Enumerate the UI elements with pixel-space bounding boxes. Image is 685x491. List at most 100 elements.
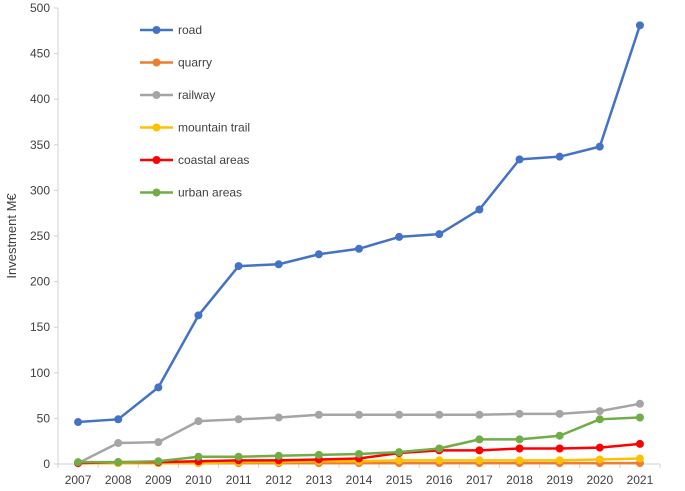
y-tick-label: 250 bbox=[30, 229, 50, 243]
x-tick-label: 2011 bbox=[226, 473, 252, 487]
data-point bbox=[435, 456, 444, 465]
y-tick-label: 500 bbox=[30, 1, 50, 15]
legend-item: mountain trail bbox=[140, 121, 250, 135]
data-point bbox=[194, 452, 203, 461]
data-point bbox=[154, 383, 163, 392]
data-point bbox=[595, 443, 604, 452]
data-point bbox=[395, 448, 404, 457]
data-point bbox=[395, 456, 404, 465]
y-tick-label: 200 bbox=[30, 275, 50, 289]
y-axis-label: Investment M€ bbox=[4, 193, 19, 279]
x-tick-label: 2017 bbox=[466, 473, 493, 487]
data-point bbox=[555, 431, 564, 440]
legend: road quarry railway mountain trail coastal a… bbox=[140, 23, 250, 200]
legend-marker bbox=[152, 156, 161, 164]
legend-item: railway bbox=[140, 88, 215, 102]
data-point bbox=[114, 439, 123, 448]
y-tick-label: 450 bbox=[30, 47, 50, 61]
y-tick-label: 0 bbox=[43, 457, 50, 471]
data-point bbox=[475, 205, 484, 214]
data-point bbox=[234, 452, 243, 461]
legend-marker bbox=[152, 123, 161, 132]
data-point bbox=[635, 413, 644, 422]
data-point bbox=[635, 21, 644, 30]
data-point bbox=[595, 415, 604, 424]
y-tick-label: 100 bbox=[30, 366, 50, 380]
legend-label: railway bbox=[178, 88, 215, 102]
data-point bbox=[114, 415, 123, 424]
data-point bbox=[435, 410, 444, 419]
data-point bbox=[475, 456, 484, 465]
data-point bbox=[635, 454, 644, 463]
data-point bbox=[515, 409, 524, 418]
data-point bbox=[635, 439, 644, 448]
legend-marker bbox=[152, 91, 161, 99]
data-point bbox=[74, 458, 83, 467]
data-point bbox=[395, 232, 404, 241]
data-point bbox=[435, 444, 444, 453]
series-layer bbox=[74, 21, 644, 468]
legend-marker bbox=[152, 58, 161, 67]
legend-label: coastal areas bbox=[178, 153, 249, 167]
legend-label: quarry bbox=[178, 56, 212, 70]
data-point bbox=[355, 244, 363, 253]
data-point bbox=[435, 230, 444, 239]
legend-label: road bbox=[178, 23, 202, 37]
data-point bbox=[475, 435, 484, 444]
legend-item: urban areas bbox=[140, 186, 242, 200]
x-tick-label: 2014 bbox=[346, 473, 373, 487]
x-tick-label: 2013 bbox=[306, 473, 333, 487]
data-point bbox=[154, 457, 163, 466]
data-point bbox=[314, 450, 323, 459]
data-point bbox=[355, 449, 363, 458]
y-tick-label: 350 bbox=[30, 138, 50, 152]
legend-label: mountain trail bbox=[178, 121, 250, 135]
data-point bbox=[274, 413, 283, 422]
data-point bbox=[555, 456, 564, 465]
data-point bbox=[74, 418, 83, 427]
legend-marker bbox=[152, 188, 161, 197]
series-road bbox=[74, 21, 644, 427]
x-tick-label: 2012 bbox=[265, 473, 292, 487]
data-point bbox=[274, 260, 283, 269]
data-point bbox=[595, 142, 604, 151]
y-tick-label: 50 bbox=[37, 411, 51, 425]
data-point bbox=[395, 410, 404, 419]
data-point bbox=[555, 152, 564, 161]
series-railway bbox=[74, 399, 644, 468]
data-point bbox=[595, 407, 604, 416]
series-urban-areas bbox=[74, 413, 644, 467]
data-point bbox=[595, 455, 604, 464]
x-tick-label: 2015 bbox=[386, 473, 413, 487]
data-point bbox=[515, 435, 524, 444]
data-point bbox=[475, 410, 484, 419]
data-point bbox=[194, 417, 203, 426]
data-point bbox=[114, 458, 123, 467]
data-point bbox=[274, 451, 283, 460]
y-tick-label: 150 bbox=[30, 320, 50, 334]
data-point bbox=[555, 409, 564, 418]
data-point bbox=[515, 456, 524, 465]
legend-item: quarry bbox=[140, 56, 212, 70]
x-tick-label: 2019 bbox=[546, 473, 573, 487]
data-point bbox=[234, 415, 243, 424]
x-tick-label: 2010 bbox=[185, 473, 212, 487]
x-tick-label: 2007 bbox=[65, 473, 92, 487]
data-point bbox=[234, 262, 243, 271]
legend-item: road bbox=[140, 23, 202, 37]
data-point bbox=[355, 410, 363, 419]
data-point bbox=[314, 250, 323, 259]
data-point bbox=[555, 444, 564, 453]
x-tick-label: 2009 bbox=[145, 473, 172, 487]
data-point bbox=[635, 399, 644, 408]
data-point bbox=[314, 410, 323, 419]
data-point bbox=[194, 311, 203, 320]
data-point bbox=[475, 446, 484, 455]
data-point bbox=[515, 155, 524, 164]
series-line bbox=[77, 24, 642, 424]
data-point bbox=[515, 444, 524, 453]
axes: 0 50 100 150 200 250 300 350 400 450 500 2007 2008 20… bbox=[30, 1, 661, 487]
x-tick-label: 2021 bbox=[627, 473, 654, 487]
x-tick-label: 2018 bbox=[506, 473, 533, 487]
